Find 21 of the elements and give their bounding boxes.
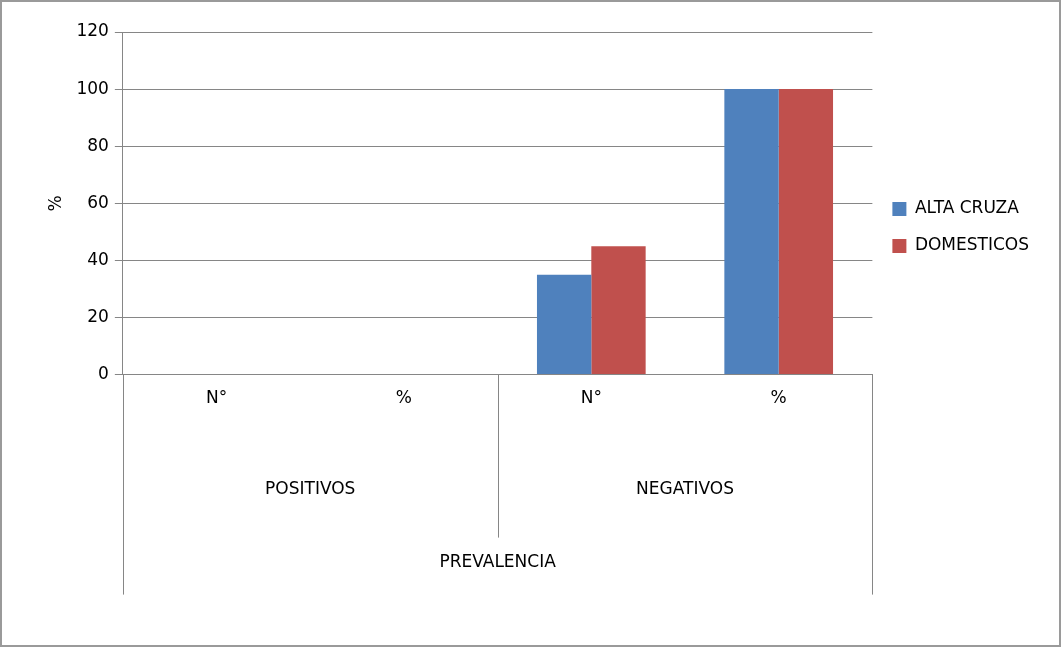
y-tick-label: 0 bbox=[98, 363, 109, 384]
y-axis-title: % bbox=[44, 195, 65, 212]
x-tick-label: % bbox=[395, 387, 412, 408]
legend-label: DOMESTICOS bbox=[914, 234, 1030, 255]
y-tick-label: 120 bbox=[76, 20, 109, 41]
bar bbox=[591, 246, 646, 375]
y-tick-label: 20 bbox=[87, 305, 109, 326]
legend-label: ALTA CRUZA bbox=[914, 197, 1020, 218]
text: POSITIVOS bbox=[265, 478, 356, 499]
text: NEGATIVOS bbox=[636, 478, 734, 499]
bar bbox=[536, 274, 592, 375]
y-tick-label: 40 bbox=[87, 248, 109, 269]
x-tick-label: N° bbox=[580, 387, 602, 408]
x-tick-label: N° bbox=[205, 387, 228, 408]
bar bbox=[778, 89, 834, 375]
y-tick-label: 100 bbox=[76, 77, 109, 98]
bar bbox=[724, 89, 779, 375]
y-tick-label: 60 bbox=[87, 191, 109, 212]
y-tick-label: 80 bbox=[87, 134, 109, 155]
text: PREVALENCIA bbox=[439, 551, 557, 572]
x-tick-label: % bbox=[770, 387, 787, 408]
